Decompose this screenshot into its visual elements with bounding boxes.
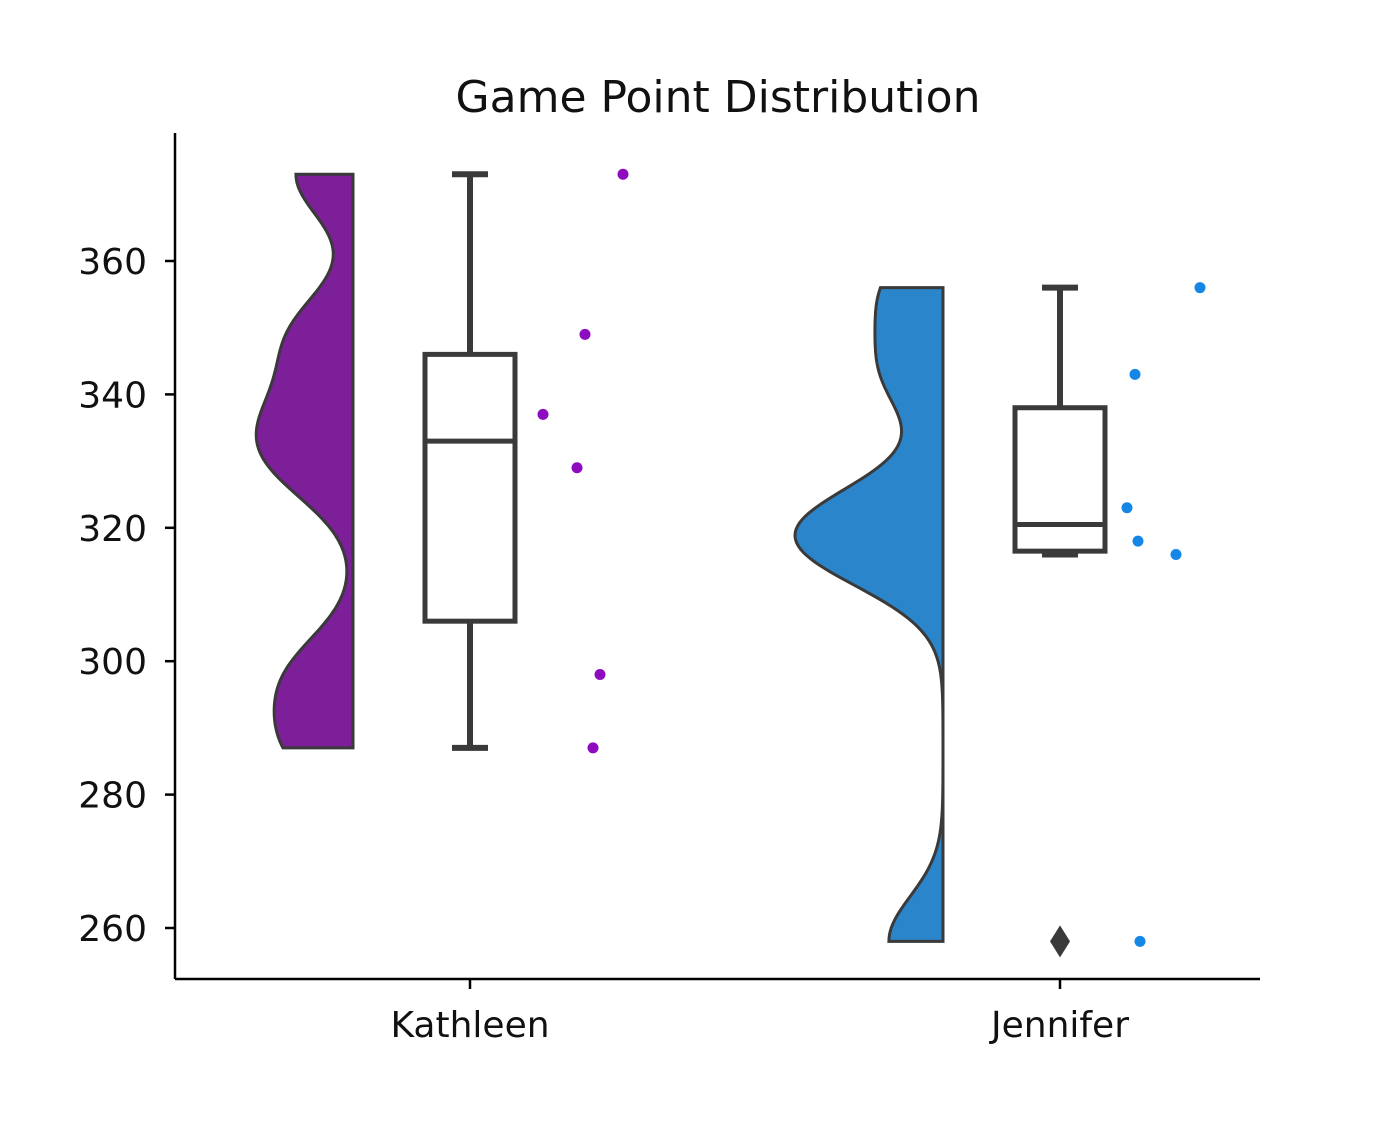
data-point	[1194, 282, 1206, 294]
y-tick-label: 300	[78, 642, 147, 683]
data-point	[594, 669, 606, 681]
data-point	[579, 328, 591, 340]
data-point	[1129, 368, 1141, 380]
box	[422, 351, 518, 624]
y-tick-label: 340	[78, 375, 147, 416]
x-tick-label: Jennifer	[989, 1005, 1129, 1046]
data-point	[1121, 502, 1133, 514]
violin-kathleen	[254, 172, 355, 750]
data-point	[537, 408, 549, 420]
data-point	[1134, 935, 1146, 947]
y-tick-label: 260	[78, 909, 147, 950]
data-point	[617, 168, 629, 180]
y-tick-label: 320	[78, 509, 147, 550]
data-point	[587, 742, 599, 754]
box	[1012, 405, 1108, 554]
y-tick-label: 280	[78, 776, 147, 817]
outlier-marker	[1050, 925, 1070, 958]
data-point	[571, 462, 583, 474]
data-point	[1170, 548, 1182, 560]
x-tick-label: Kathleen	[390, 1005, 549, 1046]
y-tick-label: 360	[78, 242, 147, 283]
chart-title: Game Point Distribution	[456, 72, 981, 123]
violin-jennifer	[793, 286, 945, 943]
data-point	[1132, 535, 1144, 547]
